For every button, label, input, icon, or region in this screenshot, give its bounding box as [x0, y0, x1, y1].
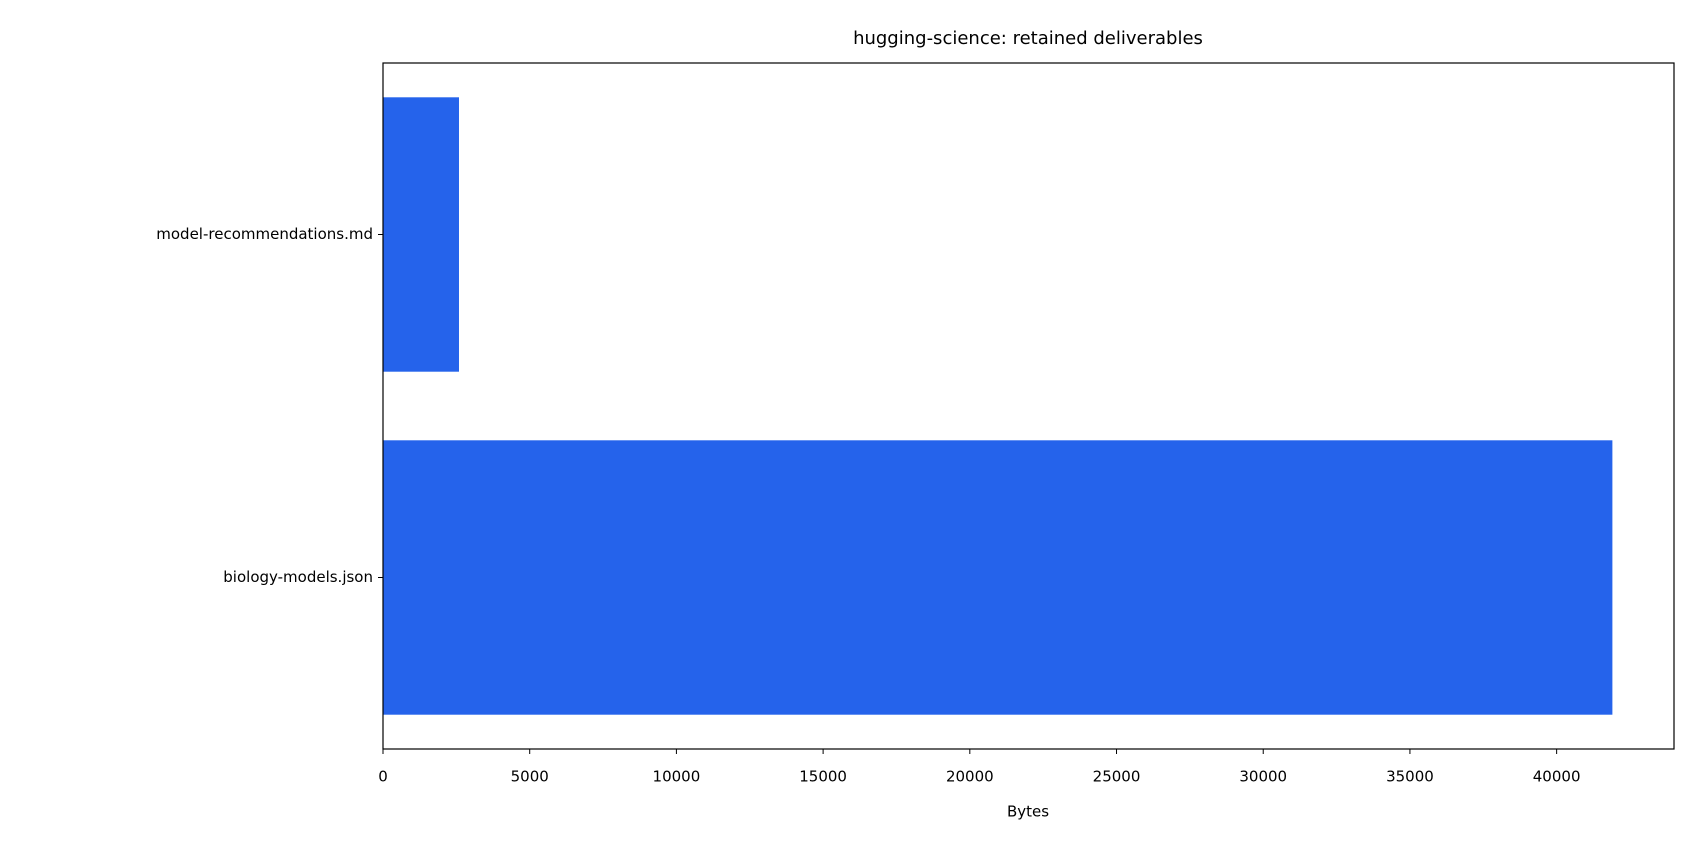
y-tick-label: model-recommendations.md: [156, 225, 373, 243]
bar: [383, 440, 1613, 715]
plot-frame: [382, 62, 1675, 750]
x-tick-label: 35000: [1386, 768, 1434, 786]
x-tick-label: 40000: [1533, 768, 1581, 786]
x-tick-label: 10000: [653, 768, 701, 786]
x-tick-label: 15000: [799, 768, 847, 786]
x-tick-label: 20000: [946, 768, 994, 786]
x-axis-label: Bytes: [1007, 803, 1049, 821]
chart-title: hugging-science: retained deliverables: [853, 28, 1203, 49]
x-tick-label: 0: [378, 768, 388, 786]
y-tick-label: biology-models.json: [223, 568, 373, 586]
x-tick-label: 30000: [1239, 768, 1287, 786]
bar: [383, 97, 459, 372]
x-tick-label: 5000: [511, 768, 549, 786]
x-tick-label: 25000: [1093, 768, 1141, 786]
